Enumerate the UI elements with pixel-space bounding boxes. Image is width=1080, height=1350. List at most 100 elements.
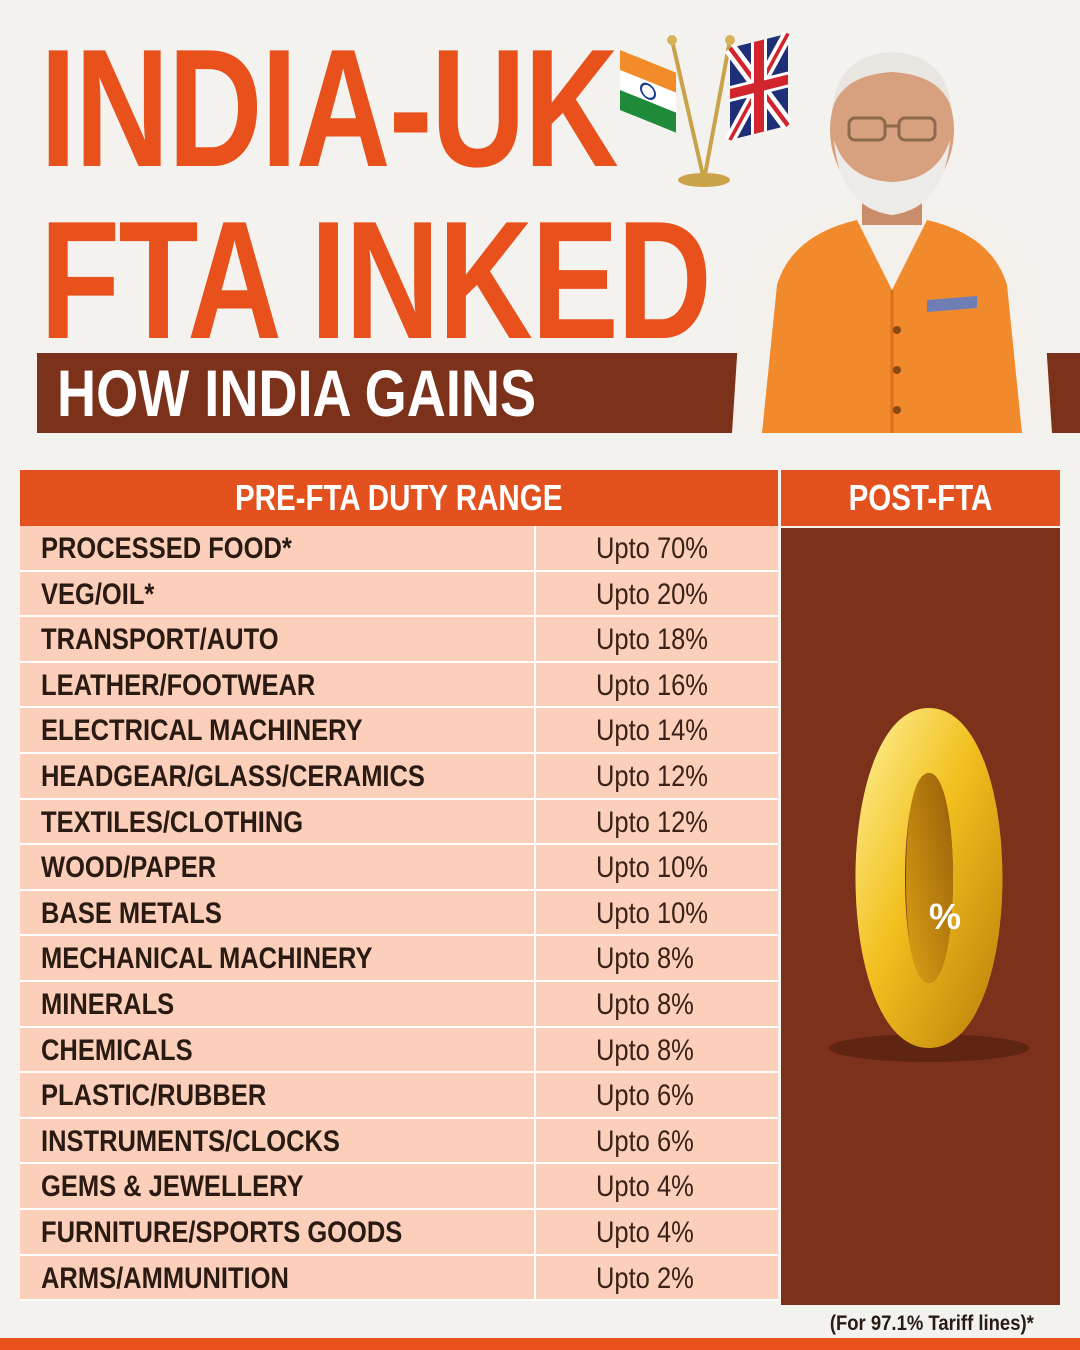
duty-value: Upto 70% <box>596 532 708 565</box>
uk-flag-icon <box>724 31 792 142</box>
table-row: PLASTIC/RUBBER Upto 6% <box>20 1073 778 1119</box>
category-cell: FURNITURE/SPORTS GOODS <box>20 1209 536 1254</box>
subtitle: HOW INDIA GAINS <box>57 356 537 430</box>
duty-value: Upto 10% <box>596 896 708 930</box>
category-label: PROCESSED FOOD* <box>41 532 292 565</box>
category-cell: LEATHER/FOOTWEAR <box>20 662 536 707</box>
duty-value: Upto 16% <box>596 668 708 702</box>
category-cell: TEXTILES/CLOTHING <box>20 799 536 844</box>
header-post-fta: POST-FTA DUTY <box>781 470 1060 574</box>
category-cell: ARMS/AMMUNITION <box>20 1255 536 1300</box>
category-cell: BASE METALS <box>20 890 536 935</box>
duty-value: Upto 10% <box>596 851 708 885</box>
category-label: INSTRUMENTS/CLOCKS <box>41 1124 340 1158</box>
table-row: VEG/OIL* Upto 20% <box>20 571 778 618</box>
duty-value: Upto 8% <box>596 1033 694 1067</box>
table-row: GEMS & JEWELLERY Upto 4% <box>20 1164 778 1210</box>
category-label: TRANSPORT/AUTO <box>41 623 279 657</box>
duty-value: Upto 12% <box>596 805 708 839</box>
category-cell: WOOD/PAPER <box>20 845 536 889</box>
duty-value: Upto 2% <box>596 1261 694 1295</box>
duty-cell: Upto 70% <box>538 526 778 570</box>
duty-value: Upto 20% <box>596 577 708 611</box>
category-cell: TRANSPORT/AUTO <box>20 617 536 661</box>
duty-cell: Upto 12% <box>538 800 778 844</box>
category-label: MECHANICAL MACHINERY <box>41 942 373 976</box>
duty-cell: Upto 6% <box>538 1119 778 1163</box>
duty-value: Upto 8% <box>596 942 694 976</box>
duty-cell: Upto 20% <box>538 572 778 616</box>
category-cell: MINERALS <box>20 981 536 1026</box>
table-row: ARMS/AMMUNITION Upto 2% <box>20 1255 778 1302</box>
category-cell: HEADGEAR/GLASS/CERAMICS <box>20 753 536 798</box>
category-cell: INSTRUMENTS/CLOCKS <box>20 1118 536 1163</box>
duty-cell: Upto 6% <box>538 1073 778 1117</box>
category-label: TEXTILES/CLOTHING <box>41 805 304 839</box>
table-row: MINERALS Upto 8% <box>20 981 778 1028</box>
table-row: FURNITURE/SPORTS GOODS Upto 4% <box>20 1209 778 1256</box>
table-row: TEXTILES/CLOTHING Upto 12% <box>20 799 778 846</box>
duty-value: Upto 14% <box>596 714 708 748</box>
category-cell: PROCESSED FOOD* <box>20 526 536 570</box>
category-cell: CHEMICALS <box>20 1027 536 1072</box>
category-label: CHEMICALS <box>41 1033 193 1067</box>
duty-cell: Upto 4% <box>538 1164 778 1208</box>
category-cell: GEMS & JEWELLERY <box>20 1164 536 1208</box>
india-flag-icon <box>620 50 676 133</box>
table-row: TRANSPORT/AUTO Upto 18% <box>20 617 778 663</box>
duty-cell: Upto 4% <box>538 1210 778 1254</box>
duty-cell: Upto 8% <box>538 936 778 980</box>
duty-cell: Upto 10% <box>538 891 778 935</box>
category-label: GEMS & JEWELLERY <box>41 1170 304 1204</box>
category-label: VEG/OIL* <box>41 577 155 611</box>
duty-cell: Upto 12% <box>538 754 778 798</box>
portrait-photo <box>732 52 1052 433</box>
duty-cell: Upto 8% <box>538 1028 778 1072</box>
duty-cell: Upto 18% <box>538 617 778 661</box>
category-label: WOOD/PAPER <box>41 851 217 885</box>
category-label: PLASTIC/RUBBER <box>41 1079 267 1113</box>
category-label: MINERALS <box>41 987 175 1021</box>
duty-cell: Upto 14% <box>538 708 778 752</box>
category-label: LEATHER/FOOTWEAR <box>41 668 316 702</box>
header-pre-fta: PRE-FTA DUTY RANGE <box>20 470 778 526</box>
category-label: BASE METALS <box>41 896 222 930</box>
category-label: FURNITURE/SPORTS GOODS <box>41 1215 403 1249</box>
duty-rows: PROCESSED FOOD* Upto 70% VEG/OIL* Upto 20% T… <box>20 526 778 1302</box>
category-label: ARMS/AMMUNITION <box>41 1261 289 1295</box>
duty-value: Upto 4% <box>596 1170 694 1204</box>
duty-cell: Upto 2% <box>538 1256 778 1300</box>
zero-figure <box>829 708 1029 1062</box>
table-row: LEATHER/FOOTWEAR Upto 16% <box>20 662 778 709</box>
table-row: BASE METALS Upto 10% <box>20 890 778 937</box>
category-cell: PLASTIC/RUBBER <box>20 1073 536 1117</box>
post-duty-unit: % <box>929 896 962 937</box>
india-uk-flags-icon <box>620 31 792 187</box>
table-row: ELECTRICAL MACHINERY Upto 14% <box>20 708 778 754</box>
category-cell: VEG/OIL* <box>20 571 536 616</box>
table-row: HEADGEAR/GLASS/CERAMICS Upto 12% <box>20 753 778 800</box>
duty-value: Upto 6% <box>596 1079 694 1113</box>
table-row: CHEMICALS Upto 8% <box>20 1027 778 1074</box>
table-row: INSTRUMENTS/CLOCKS Upto 6% <box>20 1118 778 1165</box>
duty-value: Upto 4% <box>596 1215 694 1249</box>
duty-value: Upto 12% <box>596 759 708 793</box>
duty-cell: Upto 10% <box>538 845 778 889</box>
table-row: WOOD/PAPER Upto 10% <box>20 845 778 891</box>
duty-cell: Upto 8% <box>538 982 778 1026</box>
headline-line-1: INDIA-UK <box>40 14 619 202</box>
category-cell: MECHANICAL MACHINERY <box>20 936 536 980</box>
post-fta-duty-panel: % <box>781 528 1060 1305</box>
category-label: HEADGEAR/GLASS/CERAMICS <box>41 759 425 793</box>
table-row: PROCESSED FOOD* Upto 70% <box>20 526 778 572</box>
table-row: MECHANICAL MACHINERY Upto 8% <box>20 936 778 982</box>
bottom-bar <box>0 1338 1080 1350</box>
duty-value: Upto 6% <box>596 1124 694 1158</box>
category-label: ELECTRICAL MACHINERY <box>41 714 363 748</box>
footnote: (For 97.1% Tariff lines)* <box>829 1312 1034 1335</box>
duty-value: Upto 18% <box>596 623 708 657</box>
duty-cell: Upto 16% <box>538 663 778 707</box>
headline-line-2: FTA INKED <box>40 186 712 374</box>
category-cell: ELECTRICAL MACHINERY <box>20 708 536 752</box>
duty-value: Upto 8% <box>596 987 694 1021</box>
